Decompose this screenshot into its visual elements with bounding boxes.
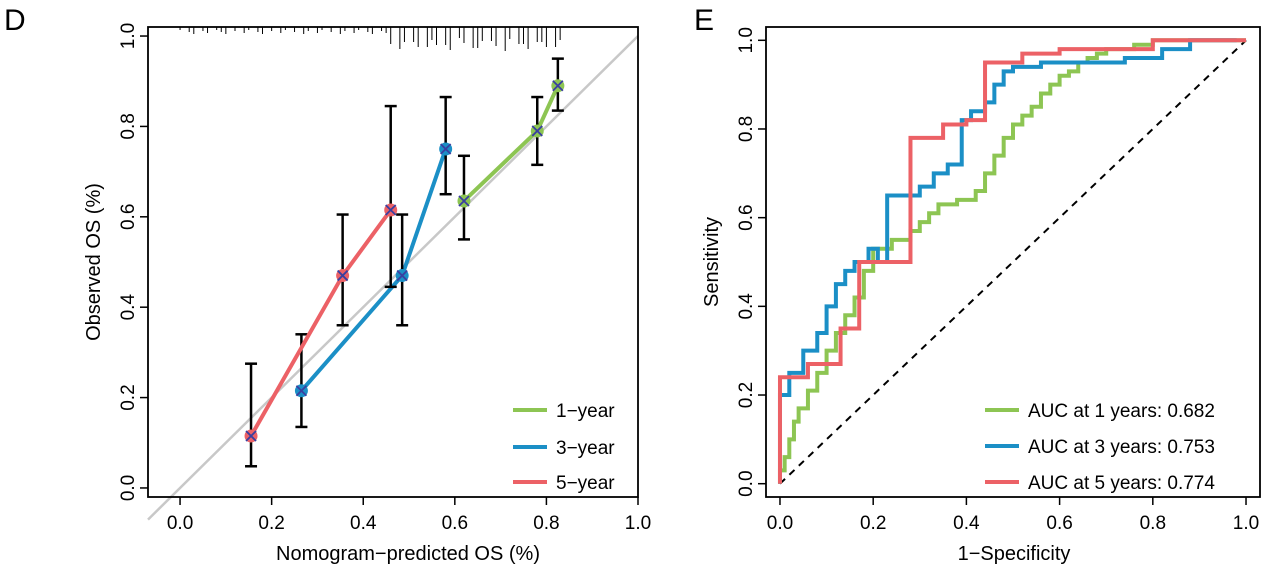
point-cross-marker — [336, 269, 349, 282]
legend: AUC at 1 years: 0.682 AUC at 3 years: 0.… — [985, 401, 1215, 494]
y-tick-label: 0.2 — [736, 382, 757, 408]
calibration-line-3 — [249, 208, 393, 437]
x-tick-label: 0.6 — [1046, 513, 1072, 534]
point-cross-marker — [396, 269, 408, 282]
plot-frame — [147, 26, 639, 498]
y-tick-label: 0.4 — [736, 293, 757, 320]
y-tick-label: 0.6 — [118, 204, 139, 230]
x-tick-label: 0.8 — [533, 513, 559, 534]
point-cross-marker — [245, 430, 257, 442]
y-tick-label: 0.2 — [118, 384, 139, 410]
x-tick-label: 0.0 — [767, 513, 793, 534]
point-cross-marker — [440, 143, 452, 155]
point-cross-marker — [531, 125, 543, 137]
panel-label: E — [694, 4, 714, 37]
y-tick-label: 1.0 — [736, 27, 757, 53]
y-axis-label: Observed OS (%) — [83, 183, 105, 341]
x-tick-label: 1.0 — [1233, 513, 1259, 534]
legend-label-auc-1: AUC at 1 years: 0.682 — [1028, 401, 1215, 422]
legend-label-auc-5: AUC at 5 years: 0.774 — [1028, 473, 1215, 494]
legend-label-auc-3: AUC at 3 years: 0.753 — [1028, 437, 1215, 458]
x-tick-label: 0.2 — [258, 513, 284, 534]
reference-diagonal-dashed — [779, 39, 1247, 485]
legend-label-1-year: 1−year — [556, 401, 615, 422]
x-axis-label: 1−Specificity — [958, 543, 1071, 565]
roc-curve-2 — [777, 38, 1237, 484]
x-tick-label: 0.4 — [350, 513, 377, 534]
calibration-panel: D 0.0 0.2 0.4 0.6 0.8 1.0 0.0 0.2 0.4 0.6 0.8 1.0 N… — [4, 4, 651, 565]
roc-curve-1 — [777, 38, 1247, 484]
ideal-diagonal-line — [147, 35, 639, 521]
panel-label: D — [4, 4, 26, 37]
y-tick-label: 0.4 — [118, 294, 139, 321]
y-tick-label: 0.6 — [736, 204, 757, 230]
calibration-line-1 — [462, 84, 560, 203]
point-cross-marker — [552, 80, 564, 92]
calibration-line-2 — [299, 148, 448, 393]
x-tick-label: 0.4 — [953, 513, 980, 534]
roc-panel: E 0.0 0.2 0.4 0.6 0.8 1.0 0.0 0.2 0.4 0.6 0.8 1.0 1… — [694, 4, 1261, 565]
point-cross-marker — [295, 385, 308, 397]
point-cross-marker — [458, 195, 470, 207]
point-cross-marker — [385, 204, 397, 216]
legend-label-5-year: 5−year — [556, 473, 615, 494]
x-tick-label: 0.6 — [442, 513, 468, 534]
legend-label-3-year: 3−year — [556, 438, 615, 459]
plot-frame — [765, 26, 1261, 498]
y-tick-label: 0.0 — [736, 470, 757, 496]
y-tick-label: 0.8 — [118, 113, 139, 139]
roc-curve-3 — [777, 38, 1247, 484]
x-tick-label: 1.0 — [625, 513, 651, 534]
x-tick-label: 0.0 — [167, 513, 193, 534]
x-tick-label: 0.8 — [1140, 513, 1166, 534]
y-tick-label: 0.8 — [736, 116, 757, 142]
legend: 1−year 3−year 5−year — [513, 401, 615, 494]
y-tick-label: 1.0 — [118, 23, 139, 49]
x-tick-label: 0.2 — [860, 513, 886, 534]
y-tick-label: 0.0 — [118, 475, 139, 501]
y-axis-label: Sensitivity — [701, 217, 723, 307]
x-axis-label: Nomogram−predicted OS (%) — [276, 543, 540, 565]
